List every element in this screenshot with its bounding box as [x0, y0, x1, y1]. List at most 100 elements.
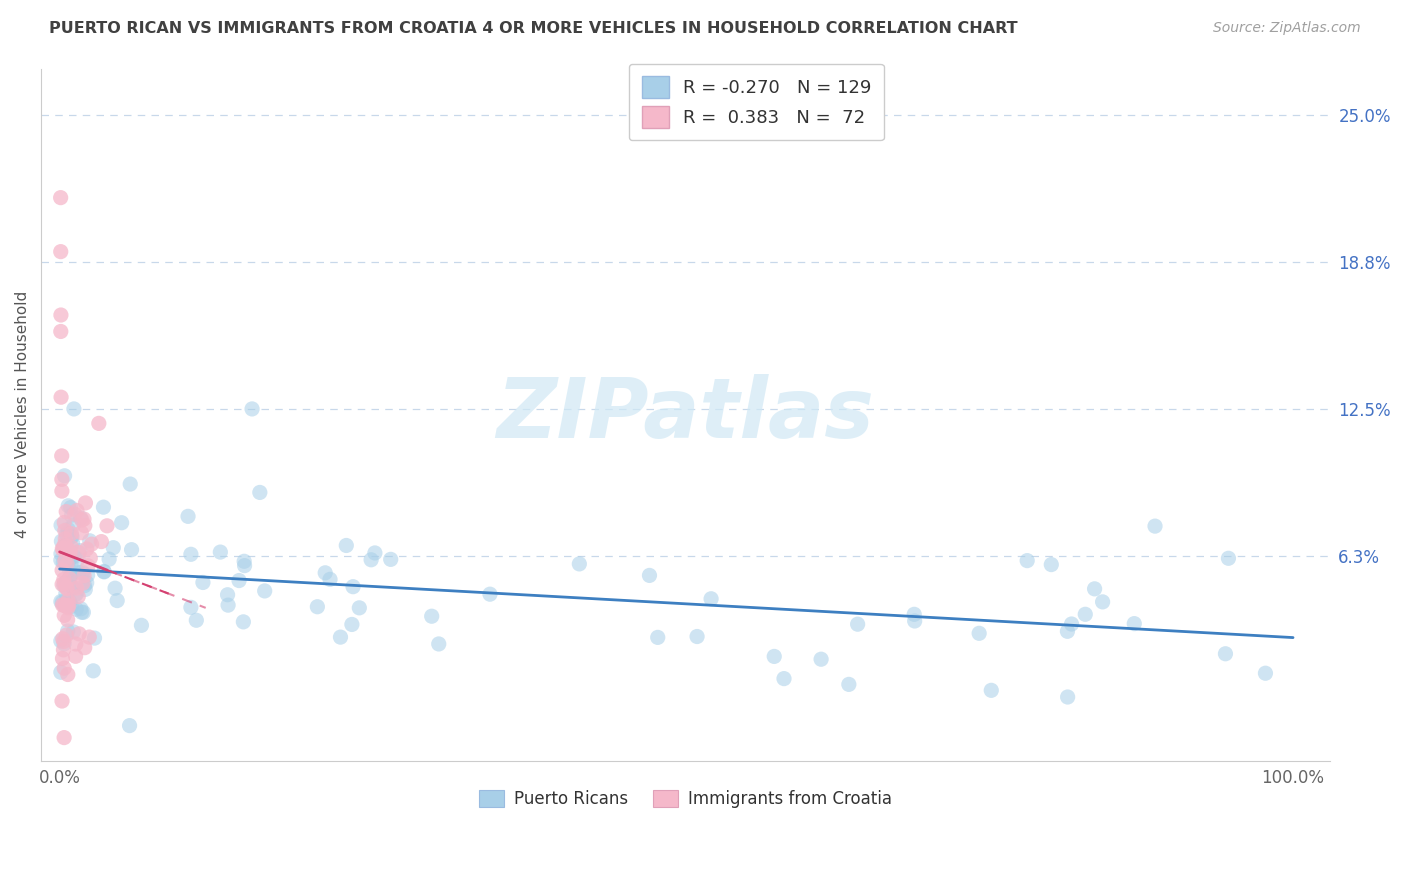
Point [53, 661, 76, 675]
Point [60, 599, 83, 614]
Point [72, 566, 94, 581]
Point [59, 569, 82, 583]
Point [217, 588, 239, 602]
Text: PUERTO RICAN VS IMMIGRANTS FROM CROATIA 4 OR MORE VEHICLES IN HOUSEHOLD CORRELAT: PUERTO RICAN VS IMMIGRANTS FROM CROATIA … [49, 21, 1018, 36]
Point [763, 649, 786, 664]
Point [838, 677, 860, 691]
Point [360, 553, 382, 567]
Point [67, 552, 90, 566]
Point [118, 718, 141, 732]
Point [49, 547, 72, 561]
Point [105, 593, 128, 607]
Point [329, 630, 352, 644]
Point [76, 541, 98, 556]
Point [70, 525, 93, 540]
Point [1017, 553, 1039, 567]
Point [77, 558, 100, 573]
Point [55, 628, 77, 642]
Point [52, 632, 75, 646]
Point [59, 574, 82, 589]
Point [75, 582, 97, 597]
Point [63, 401, 86, 416]
Point [63, 549, 86, 564]
Point [51, 541, 73, 556]
Point [59, 500, 82, 515]
Point [56, 593, 79, 607]
Point [1091, 595, 1114, 609]
Point [773, 672, 796, 686]
Point [319, 573, 342, 587]
Point [65, 588, 87, 602]
Point [335, 539, 357, 553]
Point [233, 558, 256, 573]
Point [65, 649, 87, 664]
Point [380, 552, 402, 566]
Point [1056, 624, 1078, 639]
Point [59, 544, 82, 558]
Point [56, 600, 79, 615]
Point [51, 577, 73, 591]
Point [67, 546, 90, 560]
Point [53, 608, 76, 623]
Point [59, 595, 82, 609]
Point [56, 599, 79, 613]
Point [55, 598, 77, 612]
Point [249, 485, 271, 500]
Point [478, 587, 501, 601]
Point [1254, 666, 1277, 681]
Point [1084, 582, 1107, 596]
Point [349, 600, 371, 615]
Point [217, 598, 239, 612]
Point [65, 587, 87, 601]
Point [228, 574, 250, 588]
Point [58, 499, 80, 513]
Point [180, 600, 202, 615]
Point [53, 731, 76, 745]
Point [810, 652, 832, 666]
Point [340, 617, 363, 632]
Point [56, 557, 79, 571]
Point [233, 554, 256, 568]
Text: ZIPatlas: ZIPatlas [496, 375, 875, 455]
Point [904, 614, 927, 628]
Point [66, 503, 89, 517]
Point [307, 599, 329, 614]
Point [1215, 647, 1237, 661]
Point [1040, 558, 1063, 572]
Point [420, 609, 443, 624]
Point [77, 630, 100, 644]
Point [51, 694, 73, 708]
Legend: Puerto Ricans, Immigrants from Croatia: Puerto Ricans, Immigrants from Croatia [472, 783, 898, 815]
Point [55, 538, 77, 552]
Point [73, 640, 96, 655]
Point [53, 532, 76, 546]
Point [60, 529, 83, 543]
Point [58, 598, 80, 612]
Point [51, 484, 73, 499]
Point [51, 563, 73, 577]
Point [180, 547, 202, 561]
Point [52, 599, 75, 613]
Point [49, 665, 72, 680]
Point [55, 539, 77, 553]
Point [120, 477, 142, 491]
Point [60, 526, 83, 541]
Point [73, 518, 96, 533]
Point [79, 551, 101, 566]
Point [1074, 607, 1097, 622]
Point [1143, 519, 1166, 533]
Point [70, 513, 93, 527]
Point [1060, 617, 1083, 632]
Point [364, 546, 387, 560]
Point [56, 582, 79, 596]
Point [846, 617, 869, 632]
Point [58, 571, 80, 585]
Point [568, 557, 591, 571]
Point [638, 568, 661, 582]
Point [60, 508, 83, 523]
Point [76, 575, 98, 590]
Point [240, 401, 263, 416]
Point [232, 615, 254, 629]
Point [53, 468, 76, 483]
Point [53, 540, 76, 554]
